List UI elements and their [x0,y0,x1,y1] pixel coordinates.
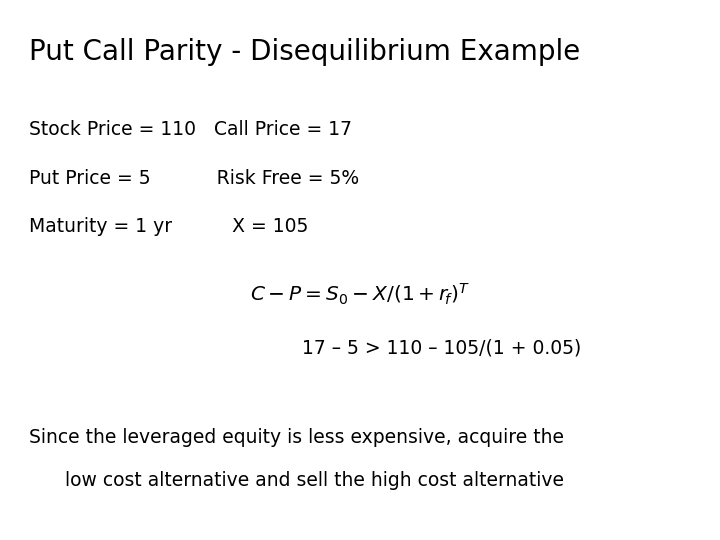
Text: Maturity = 1 yr          X = 105: Maturity = 1 yr X = 105 [29,217,308,237]
Text: Since the leveraged equity is less expensive, acquire the: Since the leveraged equity is less expen… [29,428,564,447]
Text: Put Price = 5           Risk Free = 5%: Put Price = 5 Risk Free = 5% [29,168,359,188]
Text: $\mathit{C} - \mathit{P} = \mathit{S}_0 - \mathit{X}/(1 + \mathit{r}_{\!f})^T$: $\mathit{C} - \mathit{P} = \mathit{S}_0 … [250,282,470,307]
Text: low cost alternative and sell the high cost alternative: low cost alternative and sell the high c… [65,471,564,490]
Text: Stock Price = 110   Call Price = 17: Stock Price = 110 Call Price = 17 [29,120,352,139]
Text: 17 – 5 > 110 – 105/(1 + 0.05): 17 – 5 > 110 – 105/(1 + 0.05) [302,339,582,358]
Text: Put Call Parity - Disequilibrium Example: Put Call Parity - Disequilibrium Example [29,38,580,66]
